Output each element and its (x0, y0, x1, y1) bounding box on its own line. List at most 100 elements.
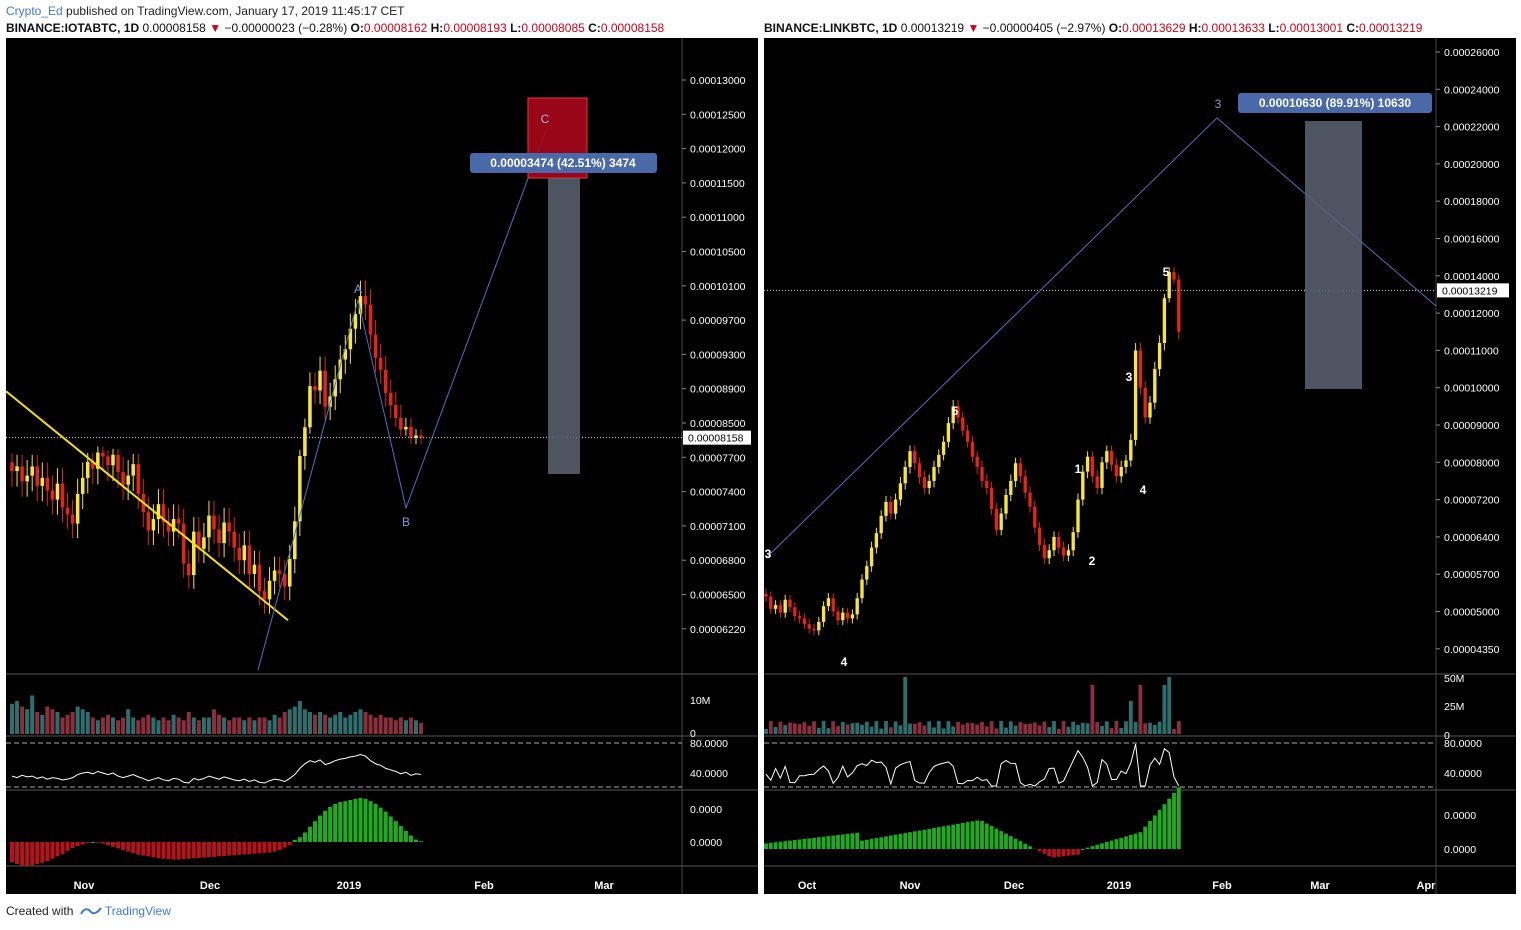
volume-bar (888, 727, 893, 734)
price-tick-label: 0.00018000 (1444, 196, 1500, 208)
volume-bar (272, 714, 277, 734)
volume-tick-label: 10M (690, 695, 710, 707)
close-label: C: (588, 21, 601, 35)
osc-bar (1143, 826, 1148, 849)
price-tick-label: 0.00009700 (690, 315, 746, 327)
candle-body (788, 599, 792, 608)
chart-panel-link[interactable]: 0.00026000 0.00024000 0.00022000 0.00020000… (764, 38, 1516, 894)
wave-count-label: 2 (1089, 554, 1096, 568)
open-label: O: (350, 21, 364, 35)
osc-bar (131, 842, 136, 854)
candle-body (1013, 463, 1018, 481)
candle-body (783, 599, 787, 613)
osc-bar (1124, 836, 1128, 849)
osc-bar (343, 801, 348, 842)
osc-bar (946, 825, 951, 849)
link-chart-svg[interactable]: 0.00026000 0.00024000 0.00022000 0.00020000… (764, 38, 1516, 894)
candle-body (55, 483, 60, 500)
volume-bar (297, 701, 302, 734)
chart-panel-iota[interactable]: 0.00013000 0.00012500 0.00012000 0.00011500… (6, 38, 758, 894)
candle-body (831, 598, 835, 612)
candle-body (932, 466, 936, 481)
volume-bar (105, 714, 110, 734)
osc-bar (383, 811, 388, 842)
candle-body (272, 570, 277, 581)
candle-body (1052, 536, 1056, 551)
wave-label-b: B (402, 515, 410, 529)
volume-bar (783, 725, 788, 734)
volume-bar (845, 724, 850, 734)
volume-bar (1167, 677, 1172, 734)
osc-bar (888, 835, 893, 849)
open-label: O: (1108, 21, 1123, 35)
publish-info: Crypto_Ed published on TradingView.com, … (6, 4, 405, 18)
candle-body (181, 523, 186, 564)
candle-body (70, 514, 75, 524)
osc-bar (206, 842, 211, 858)
candle-body (388, 392, 393, 405)
author-link[interactable]: Crypto_Ed (6, 4, 63, 18)
osc-bar (1013, 838, 1018, 849)
osc-bar (80, 842, 85, 845)
volume-bar (141, 717, 146, 734)
candle-body (373, 334, 378, 358)
osc-bar (201, 842, 206, 858)
volume-bar (860, 724, 864, 734)
volume-bar (373, 717, 378, 734)
volume-bar (1071, 721, 1076, 734)
osc-bar (855, 832, 860, 849)
osc-bar (1008, 836, 1013, 849)
candle-body (242, 545, 247, 561)
volume-bar (323, 714, 328, 734)
measure-box (548, 178, 580, 474)
last-price: 0.00008158 (142, 21, 206, 35)
volume-bar (307, 712, 312, 734)
candle-body (378, 357, 383, 370)
volume-bar (333, 714, 338, 734)
osc-bar (100, 842, 105, 844)
volume-tick-label: 0 (690, 728, 696, 740)
candle-body (1157, 342, 1162, 370)
osc-bar (788, 840, 792, 849)
osc-bar (373, 804, 378, 842)
volume-bar (1023, 723, 1028, 734)
volume-bar (864, 721, 869, 734)
osc-bar (1176, 787, 1181, 849)
candle-body (860, 579, 864, 599)
candle-body (778, 605, 783, 613)
volume-bar (60, 717, 65, 734)
iota-chart-svg[interactable]: 0.00013000 0.00012500 0.00012000 0.00011500… (6, 38, 758, 894)
volume-bar (773, 726, 778, 734)
candle-body (826, 598, 831, 607)
volume-bar (237, 717, 242, 734)
candle-body (812, 628, 816, 631)
osc-bar (393, 821, 398, 842)
osc-bar (166, 842, 171, 860)
osc-bar (1052, 849, 1056, 858)
volume-bar (1013, 725, 1018, 734)
volume-bar (15, 701, 20, 734)
osc-bar (388, 816, 393, 842)
last-price-tag: 0.00013219 (1442, 285, 1498, 297)
candle-body (975, 456, 979, 467)
osc-bar (272, 842, 277, 852)
osc-bar (105, 842, 110, 846)
candle-body (414, 435, 418, 439)
osc-bar (1148, 821, 1152, 849)
volume-bar (328, 717, 333, 734)
osc-bar (348, 800, 353, 842)
candle-body (287, 559, 292, 587)
candle-body (282, 573, 287, 587)
tradingview-link[interactable]: TradingView (104, 904, 171, 918)
price-tick-label: 0.00008900 (690, 384, 746, 396)
low-label: L: (1268, 21, 1280, 35)
osc-bar (1100, 843, 1104, 849)
volume-bar (826, 728, 831, 734)
last-price-tag-bg (1437, 283, 1509, 298)
osc-bar (50, 842, 55, 859)
wave-label-c: C (541, 112, 550, 126)
osc-bar (1109, 840, 1114, 849)
measure-label-bg (1238, 93, 1432, 113)
candle-body (404, 426, 408, 430)
volume-bar (287, 709, 292, 734)
